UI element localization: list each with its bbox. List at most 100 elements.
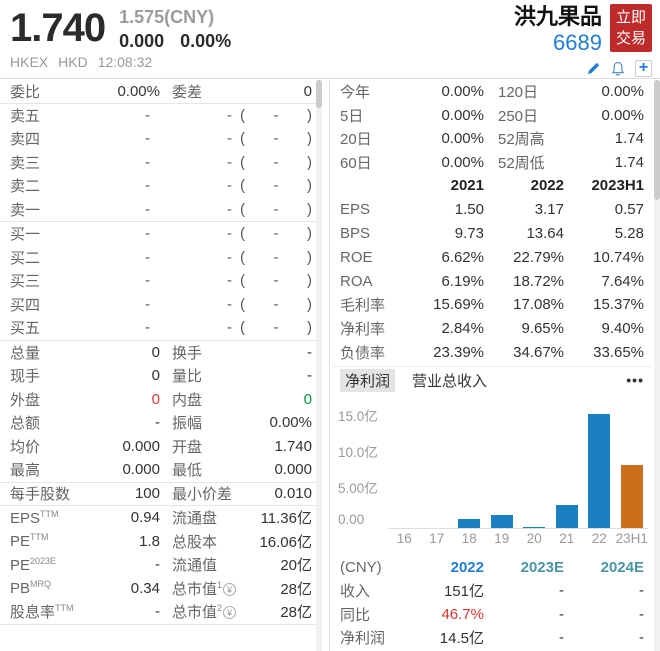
stat-row-1-label-2: 换手 <box>172 344 203 362</box>
perf-label-2: 250日 <box>498 107 539 125</box>
right-scrollbar[interactable] <box>654 80 660 651</box>
stat-row-5-value-1: 0.000 <box>122 437 160 455</box>
paren-open: ( <box>240 200 245 218</box>
panel-divider <box>329 80 330 651</box>
fin-cell: 34.67% <box>513 343 564 361</box>
bar-19[interactable] <box>490 515 513 529</box>
lot-size-row-value-2: 0.010 <box>274 485 312 503</box>
bar-18[interactable] <box>458 519 481 529</box>
bid-row-5-orders: (-) <box>240 319 312 336</box>
financial-table-header: 2021 2022 2023H1 <box>332 174 652 198</box>
valuation-row-1-label-2: 流通盘 <box>172 510 218 528</box>
alert-bell-icon[interactable] <box>610 61 626 77</box>
stat-row-3-value-2: 0 <box>303 390 312 408</box>
valuation-row-2-value-1: 1.8 <box>139 532 160 550</box>
stat-row-5-label-2: 开盘 <box>172 438 203 456</box>
stock-code: 6689 <box>553 30 602 55</box>
paren-close: ) <box>307 153 312 171</box>
tab-net-profit[interactable]: 净利润 <box>340 368 396 392</box>
tab-total-revenue[interactable]: 营业总收入 <box>412 372 488 390</box>
perf-label-1: 20日 <box>340 131 372 149</box>
ask-row-1-orders: (-) <box>240 107 312 124</box>
stat-row-3-label-1: 外盘 <box>10 391 41 409</box>
financial-table: 2021 2022 2023H1 EPS 1.50 3.17 0.57 BPS 9.73 13.6… <box>332 174 652 364</box>
stat-row-5-value-2: 1.740 <box>274 437 312 455</box>
x-tick-label: 17 <box>429 531 445 547</box>
fin-cell: 10.74% <box>593 248 644 266</box>
estimates-cell: 151亿 <box>443 583 484 601</box>
price-block: 1.740 1.575(CNY) 0.000 0.00% HKEX HKD 12… <box>10 2 231 70</box>
x-tick-label: 23H1 <box>615 531 648 547</box>
valuation-row-4-label-2: 总市值1 ¥ <box>172 578 280 599</box>
bar-slot-16 <box>388 411 421 528</box>
estimates-table: (CNY) 2022 2023E 2024E 收入 151亿 - - 同比 46.7% - - 净利润 1… <box>332 555 652 649</box>
stat-row-4-value-1: - <box>155 414 160 432</box>
bid-row-3-volume: - <box>227 272 232 290</box>
x-tick-label: 20 <box>526 531 542 547</box>
quote-time: 12:08:32 <box>97 54 153 70</box>
paren-close: ) <box>307 272 312 290</box>
ask-row-1: 卖五 - -(-) <box>0 104 322 128</box>
estimates-header: (CNY) 2022 2023E 2024E <box>332 555 652 579</box>
edit-pencil-icon[interactable] <box>586 61 601 76</box>
paren-open: ( <box>240 272 245 290</box>
yen-circle-icon: ¥ <box>223 582 237 596</box>
fin-row-label: 毛利率 <box>340 297 386 315</box>
bar-slot-23H1 <box>616 411 649 529</box>
ask-row-2-label: 卖四 <box>10 131 41 149</box>
estimates-row-label: 收入 <box>340 583 371 601</box>
bid-row-4: 买四 - -(-) <box>0 293 322 317</box>
valuation-row-4-sup-2: 1 <box>217 579 223 590</box>
financial-row-EPS: EPS 1.50 3.17 0.57 <box>332 198 652 222</box>
bid-row-3-volume-group: -(-) <box>150 272 312 289</box>
paren-close: ) <box>307 130 312 148</box>
bid-row-2: 买二 - -(-) <box>0 246 322 270</box>
bar-slot-17 <box>421 411 454 528</box>
bar-20[interactable] <box>523 527 546 529</box>
fin-cell: 15.37% <box>593 296 644 314</box>
ask-row-5-order-count: - <box>273 200 279 218</box>
fin-cell: 3.17 <box>534 201 564 219</box>
ask-row-5-label: 卖一 <box>10 201 41 219</box>
more-options-icon[interactable]: ••• <box>626 372 644 389</box>
financial-row-ROA: ROA 6.19% 18.72% 7.64% <box>332 269 652 293</box>
bar-23H1[interactable] <box>620 465 643 529</box>
fin-header-2021: 2021 <box>450 177 484 195</box>
bid-row-3-label: 买三 <box>10 273 41 291</box>
fin-cell: 18.72% <box>513 272 564 290</box>
valuation-row-3-value-2: 20亿 <box>280 557 312 575</box>
stat-row-5: 均价 0.000 开盘 1.740 <box>0 435 322 459</box>
stat-row-3-value-1: 0 <box>151 390 160 408</box>
fin-row-label: ROE <box>340 248 373 266</box>
valuation-row-4: PBMRQ 0.34 总市值1 ¥28亿 <box>0 577 322 601</box>
valuation-row-1: EPSTTM 0.94 流通盘 11.36亿 <box>0 506 322 530</box>
bid-row-1-volume-group: -(-) <box>150 225 312 242</box>
lot-size-row-label-2: 最小价差 <box>172 486 233 504</box>
add-to-watchlist-icon[interactable]: + <box>635 60 652 77</box>
perf-value-2: 1.74 <box>614 153 644 171</box>
price-change: 0.000 <box>119 31 165 51</box>
estimates-header-label: (CNY) <box>340 558 382 576</box>
estimates-cell: - <box>639 629 644 647</box>
trade-now-button[interactable]: 立即 交易 <box>609 4 652 52</box>
valuation-row-1-value-2: 11.36亿 <box>260 510 312 528</box>
bid-row-3-order-count: - <box>273 272 279 290</box>
bar-21[interactable] <box>555 505 578 529</box>
bid-row-1: 买一 - -(-) <box>0 222 322 246</box>
bar-slot-19 <box>486 411 519 529</box>
chart-x-axis-labels: 16 17 18 19 20 21 22 23H1 <box>388 531 648 546</box>
valuation-row-1-value-1: 0.94 <box>130 509 160 527</box>
valuation-row-3-value-1: - <box>155 556 160 574</box>
x-tick-label: 18 <box>461 531 477 547</box>
fin-header-2023H1: 2023H1 <box>591 177 644 195</box>
stat-row-2-value-2: - <box>307 367 312 385</box>
stat-row-3: 外盘 0 内盘 0 <box>0 388 322 412</box>
left-scrollbar[interactable] <box>316 80 322 651</box>
estimates-cell: 14.5亿 <box>439 630 484 648</box>
bid-row-1-orders: (-) <box>240 225 312 242</box>
valuation-row-2-label-2: 总股本 <box>172 533 218 551</box>
performance-row-2: 5日 0.00% 250日 0.00% <box>332 104 652 128</box>
ask-row-4-order-count: - <box>273 177 279 195</box>
ask-row-5-volume-group: -(-) <box>150 201 312 218</box>
bar-22[interactable] <box>588 414 611 529</box>
